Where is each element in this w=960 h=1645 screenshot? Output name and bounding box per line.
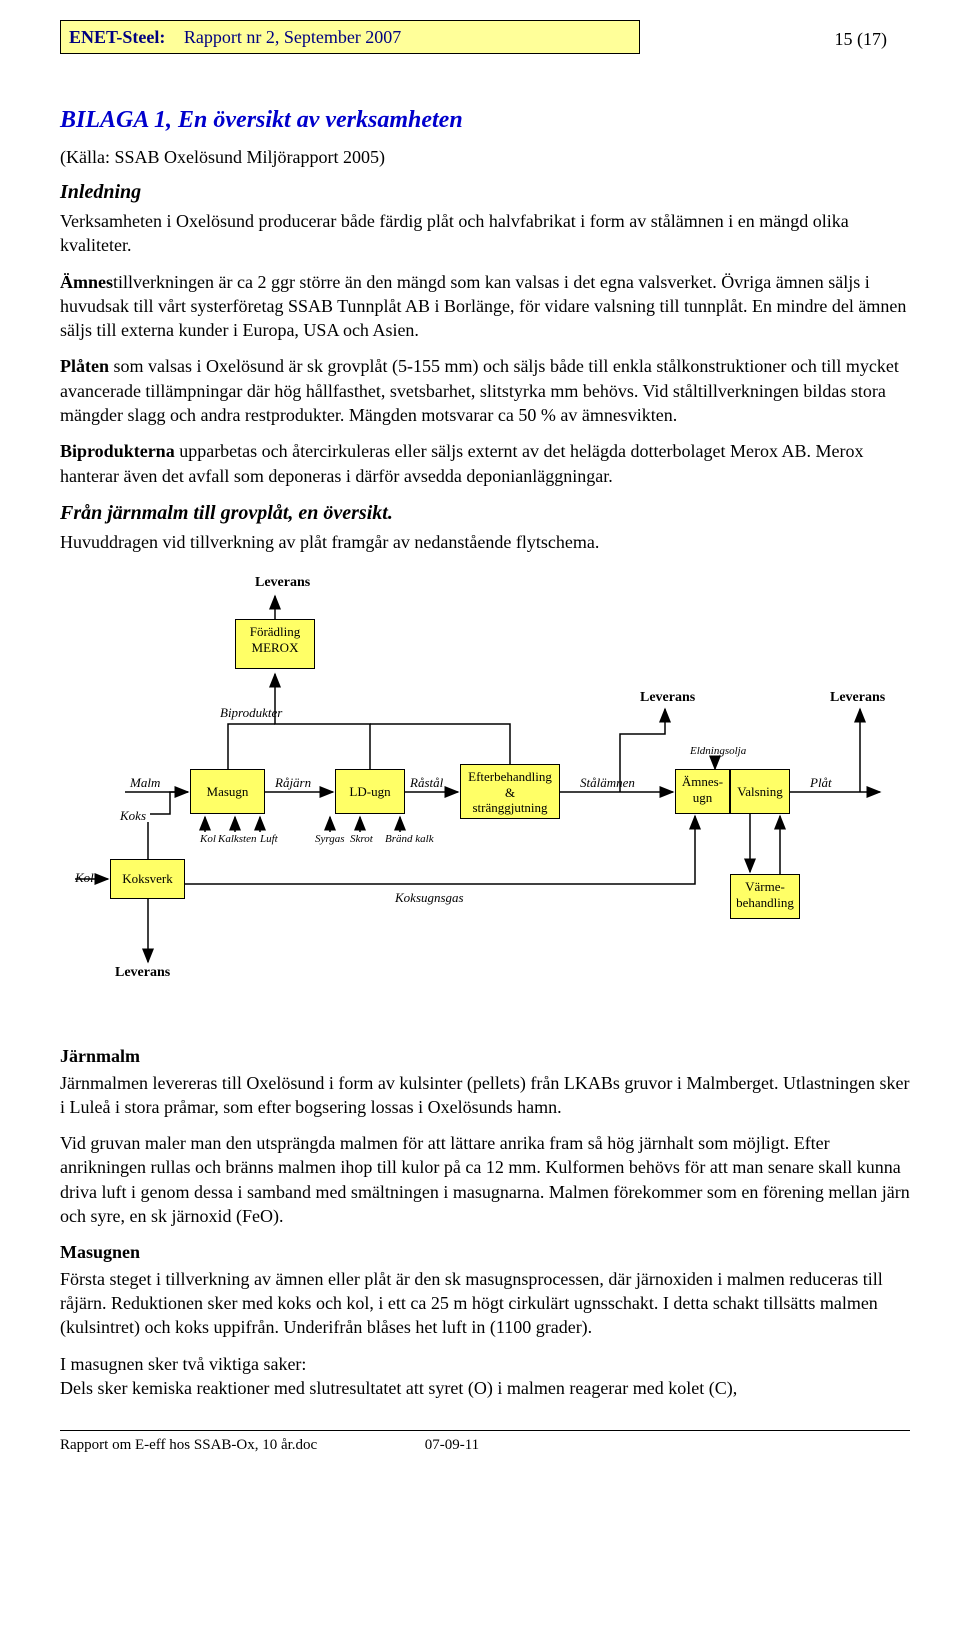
lbl-koks: Koks xyxy=(120,807,146,825)
report-label: Rapport nr 2, September 2007 xyxy=(184,27,401,47)
para-inledning: Verksamheten i Oxelösund producerar både… xyxy=(60,209,910,258)
lbl-koksugngas: Koksugnsgas xyxy=(395,889,464,907)
node-masugn: Masugn xyxy=(190,769,265,814)
node-koksverk: Koksverk xyxy=(110,859,185,899)
lbl-skrot: Skrot xyxy=(350,832,373,847)
para-amnes: ÄmnesÄmnestillverkningen är ca 2 ggr stö… xyxy=(60,270,910,343)
para-jarnmalm1: Järnmalmen levereras till Oxelösund i fo… xyxy=(60,1071,910,1120)
section-masugn-title: Masugnen xyxy=(60,1240,910,1264)
section-inledning-title: Inledning xyxy=(60,179,910,206)
lbl-plat: Plåt xyxy=(810,774,832,792)
para-masugn3: Dels sker kemiska reaktioner med slutres… xyxy=(60,1376,910,1400)
lbl-kalksten: Kalksten xyxy=(218,832,257,847)
node-varme: Värme-behandling xyxy=(730,874,800,919)
lbl-leverans-top: Leverans xyxy=(255,574,310,593)
footer-divider xyxy=(60,1430,910,1431)
para-jarnmalm2: Vid gruvan maler man den utsprängda malm… xyxy=(60,1131,910,1228)
lbl-luft: Luft xyxy=(260,832,278,847)
para-platen: PlåtenPlåten som valsas i Oxelösund är s… xyxy=(60,354,910,427)
para-masugn1: Första steget i tillverkning av ämnen el… xyxy=(60,1267,910,1340)
lbl-eldolja: Eldningsolja xyxy=(690,744,746,759)
section-jarnmalm-title: Järnmalm xyxy=(60,1044,910,1068)
lbl-malm: Malm xyxy=(130,774,160,792)
para-masugn2: I masugnen sker två viktiga saker: xyxy=(60,1352,910,1376)
header-bar: ENET-Steel: Rapport nr 2, September 2007 xyxy=(60,20,640,54)
lbl-kol2: Kol xyxy=(75,869,94,887)
node-merox: FörädlingMEROX xyxy=(235,619,315,669)
page-number: 15 (17) xyxy=(835,27,888,51)
para-overview: Huvuddragen vid tillverkning av plåt fra… xyxy=(60,530,910,554)
node-valsning: Valsning xyxy=(730,769,790,814)
para-biprod: BiprodukternaBiprodukterna upparbetas oc… xyxy=(60,439,910,488)
brand: ENET-Steel: xyxy=(69,27,165,47)
lbl-rastal: Råstål xyxy=(410,774,443,792)
section-overview-title: Från järnmalm till grovplåt, en översikt… xyxy=(60,500,910,527)
lbl-leverans-mid2: Leverans xyxy=(830,689,885,708)
lbl-leverans-bot: Leverans xyxy=(115,964,170,983)
lbl-stalamnen: Stålämnen xyxy=(580,774,635,792)
lbl-kol-in: Kol xyxy=(200,832,216,847)
flowchart: FörädlingMEROX Masugn LD-ugn Efterbehand… xyxy=(50,574,900,1014)
page-title: BILAGA 1, En översikt av verksamheten xyxy=(60,104,910,136)
lbl-leverans-mid1: Leverans xyxy=(640,689,695,708)
node-efter: Efterbehandling&stränggjutning xyxy=(460,764,560,819)
footer: Rapport om E-eff hos SSAB-Ox, 10 år.doc … xyxy=(60,1435,910,1455)
footer-date: 07-09-11 xyxy=(425,1437,479,1453)
lbl-brandkalk: Bränd kalk xyxy=(385,832,434,847)
lbl-syrgas: Syrgas xyxy=(315,832,345,847)
node-amnesugn: Ämnes-ugn xyxy=(675,769,730,814)
footer-doc: Rapport om E-eff hos SSAB-Ox, 10 år.doc xyxy=(60,1437,317,1453)
node-ldugn: LD-ugn xyxy=(335,769,405,814)
lbl-biprodukter: Biprodukter xyxy=(220,704,282,722)
source-line: (Källa: SSAB Oxelösund Miljörapport 2005… xyxy=(60,145,910,169)
lbl-rajarn: Råjärn xyxy=(275,774,311,792)
